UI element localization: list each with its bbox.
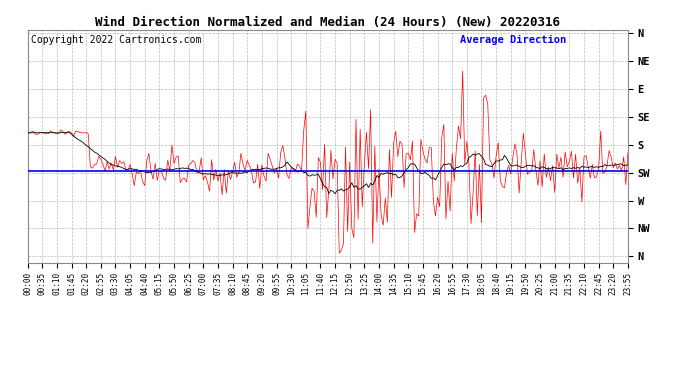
Text: Average Direction: Average Direction [460, 34, 566, 45]
Title: Wind Direction Normalized and Median (24 Hours) (New) 20220316: Wind Direction Normalized and Median (24… [95, 16, 560, 29]
Text: Copyright 2022 Cartronics.com: Copyright 2022 Cartronics.com [30, 34, 201, 45]
